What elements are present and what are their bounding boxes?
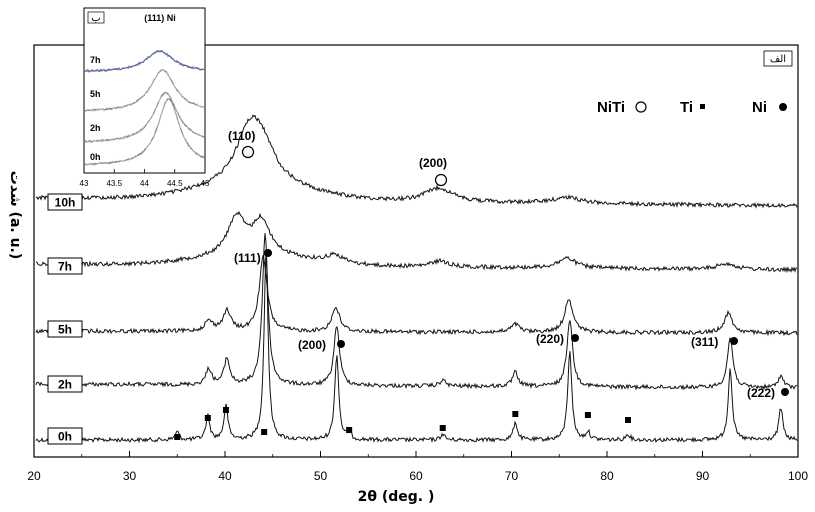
inset-panel-tag-box <box>87 11 105 24</box>
legend-label-ni: Ni <box>752 99 767 116</box>
x-tick-label: 50 <box>314 469 328 483</box>
panel-tag-box <box>763 50 793 67</box>
inset-series-label-7h: 7h <box>90 55 101 65</box>
ti-marker <box>204 415 211 421</box>
inset-series-line-5h <box>84 69 205 113</box>
series-label-7h: 7h <box>58 260 72 274</box>
ti-markers <box>174 407 632 440</box>
niti-marker <box>434 173 448 187</box>
legend-label-ti: Ti <box>680 99 693 116</box>
peak-label: (311) <box>691 335 718 349</box>
series-line-5h <box>35 255 798 337</box>
x-tick-label: 20 <box>27 469 41 483</box>
inset-series-label-5h: 5h <box>90 89 101 99</box>
ti-marker <box>222 407 229 413</box>
inset-tick-label: 44.5 <box>167 179 183 188</box>
series-line-10h <box>35 114 798 209</box>
series-label-box <box>47 427 83 445</box>
series-group: 0h 2h 5h 7h 10h <box>35 114 798 445</box>
ti-marker <box>512 411 519 417</box>
y-axis-title: شدت (a. u.) <box>7 171 23 260</box>
peak-label: (111) <box>234 251 261 265</box>
peak-label: (110) <box>228 129 255 143</box>
inset-series-group: 0h 2h 5h 7h <box>84 49 205 166</box>
inset-tick-label: 43.5 <box>106 179 122 188</box>
ti-marker <box>261 429 268 435</box>
legend-marker-ni <box>779 103 787 111</box>
inset-series-line-0h <box>84 97 205 166</box>
peak-label: (200) <box>298 338 326 352</box>
peak-label: (222) <box>747 386 775 400</box>
x-tick-label: 40 <box>218 469 232 483</box>
ti-marker <box>584 412 591 418</box>
inset-title: (111) Ni <box>144 13 176 23</box>
x-tick-label: 60 <box>409 469 423 483</box>
legend-marker-niti <box>635 101 647 113</box>
inset-panel-tag: ب <box>91 13 100 24</box>
inset-series-line-7h <box>84 49 205 73</box>
legend: NiTi Ti Ni <box>597 99 787 116</box>
inset-series-label-2h: 2h <box>90 123 101 133</box>
ni-marker <box>337 340 345 348</box>
series-line-7h <box>35 210 798 274</box>
x-axis-ticks: 20 30 40 50 60 70 80 90 100 <box>27 451 808 483</box>
series-label-5h: 5h <box>58 323 72 337</box>
ni-marker <box>264 249 272 257</box>
panel-tag-main: الف <box>770 54 786 65</box>
inset-tick-label: 45 <box>201 179 210 188</box>
inset-series-line-2h <box>84 91 205 144</box>
inset-tick-label: 44 <box>140 179 149 188</box>
peak-label: (220) <box>536 332 564 346</box>
inset-frame <box>83 7 206 174</box>
peak-labels: (110) (200) (111) (200) (220) (311) (222) <box>228 129 789 400</box>
x-tick-label: 100 <box>788 469 808 483</box>
ti-marker <box>439 425 446 431</box>
series-label-2h: 2h <box>58 378 72 392</box>
x-tick-label: 70 <box>505 469 519 483</box>
series-line-0h <box>35 249 798 444</box>
series-label-box <box>47 320 83 338</box>
series-label-box <box>47 375 83 393</box>
series-label-box <box>47 193 83 211</box>
legend-label-niti: NiTi <box>597 99 625 116</box>
series-line-2h <box>35 233 798 391</box>
niti-marker <box>241 145 255 159</box>
peak-label: (200) <box>419 156 447 170</box>
series-label-10h: 10h <box>55 196 76 210</box>
inset-tick-label: 43 <box>80 179 89 188</box>
legend-marker-ti <box>700 104 705 109</box>
series-label-box <box>47 257 83 275</box>
ti-marker <box>346 427 353 433</box>
ti-marker <box>174 434 181 440</box>
inset-x-ticks: 43 43.5 44 44.5 45 <box>80 169 210 188</box>
x-tick-label: 90 <box>696 469 710 483</box>
series-label-0h: 0h <box>58 430 72 444</box>
ni-marker <box>781 388 789 396</box>
x-tick-label: 80 <box>600 469 614 483</box>
ni-marker <box>730 337 738 345</box>
x-tick-label: 30 <box>123 469 137 483</box>
ti-marker <box>625 417 632 423</box>
ni-marker <box>571 334 579 342</box>
inset-series-label-0h: 0h <box>90 152 101 162</box>
inset-plot: ب (111) Ni 0h 2h 5h 7h 43 43.5 44 44.5 45 <box>80 7 210 188</box>
x-axis-title: 2θ (deg. ) <box>358 489 435 505</box>
